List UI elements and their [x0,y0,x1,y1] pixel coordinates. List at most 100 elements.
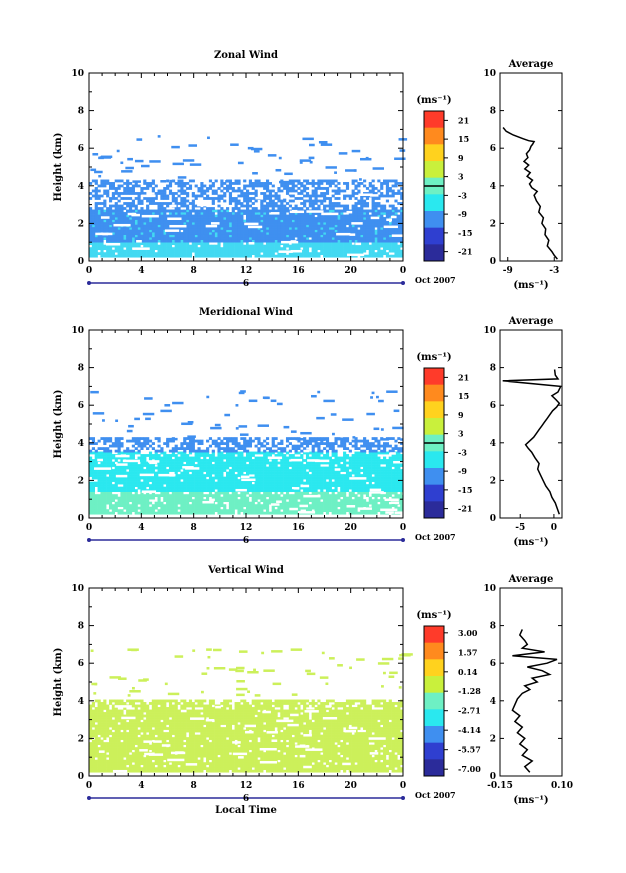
heatmap-cell [305,224,310,228]
heatmap-cell [163,494,167,497]
heatmap-cell [97,252,101,256]
heatmap-cell [323,229,327,233]
heatmap-cell [111,232,115,235]
heatmap-cell [308,212,312,215]
heatmap-cell [351,511,355,515]
heatmap-cell [317,227,321,230]
heatmap-cell [371,209,375,213]
heatmap-cell [114,234,118,238]
heatmap-cell [128,247,133,251]
heatmap-cell [223,219,227,223]
heatmap-cell [303,214,307,218]
heatmap-cell [277,222,281,225]
heatmap-cell [357,237,361,240]
heatmap-cell [171,222,175,225]
heatmap-cell [191,232,195,235]
heatmap-cell [385,194,390,198]
heatmap-cell [365,197,370,200]
heatmap-cell [114,197,118,200]
heatmap-cell [100,179,104,183]
heatmap-cell [126,179,130,183]
heatmap-cell [134,501,138,505]
heatmap-cell [111,214,115,218]
heatmap-cell [291,237,295,240]
heatmap-cell [243,491,247,495]
heatmap-cell [354,234,358,238]
heatmap-cell [140,227,144,230]
heatmap-cell [183,232,187,235]
heatmap-cell [288,217,292,220]
heatmap-cell [234,254,238,258]
heatmap-cell [117,244,121,248]
heatmap-cell [274,239,278,243]
heatmap-cell [186,499,190,503]
heatmap-cell [89,506,93,510]
heatmap-cell [343,229,347,233]
heatmap-cell [120,252,124,256]
heatmap-cell [220,499,224,503]
heatmap-cell [126,187,130,190]
heatmap-cell [157,189,161,193]
heatmap-cell [348,494,352,497]
heatmap-cell [123,491,127,495]
heatmap-cell [154,504,158,508]
heatmap-cell [128,504,133,508]
heatmap-cell [243,187,247,190]
heatmap-cell [186,207,190,210]
heatmap-cell [371,192,375,195]
heatmap-cell [380,254,384,258]
heatmap-cell [252,172,258,175]
heatmap-cell [211,494,215,497]
heatmap-cell [280,214,284,218]
heatmap-cell [89,239,93,243]
heatmap-cell [128,209,133,213]
heatmap-cell [174,214,178,218]
heatmap-cell [385,252,390,256]
heatmap-cell [345,247,350,251]
heatmap-cell [157,232,161,235]
heatmap-cell [166,511,170,515]
heatmap-cell [303,229,307,233]
heatmap-cell [383,182,387,185]
heatmap-cell [400,249,404,253]
heatmap-cell [94,501,98,505]
heatmap-cell [148,182,153,185]
heatmap-cell [128,182,133,185]
heatmap-cell [103,252,107,256]
heatmap-cell [228,227,233,230]
heatmap-cell [131,254,135,258]
heatmap-cell [108,224,113,228]
heatmap-cell [400,182,404,185]
heatmap-cell [357,511,361,515]
heatmap-cell [257,217,261,220]
heatmap-cell [380,207,384,210]
heatmap-cell [280,217,284,220]
heatmap-cell [220,504,224,508]
heatmap-cell [365,204,370,208]
heatmap-cell [117,499,121,503]
heatmap-cell [365,217,370,220]
heatmap-cell [334,504,338,508]
heatmap-cell [237,202,241,205]
heatmap-cell [323,197,327,200]
heatmap-cell [120,179,124,183]
heatmap-cell [365,244,370,248]
heatmap-cell [151,222,155,225]
heatmap-cell [277,229,281,233]
heatmap-cell [397,227,401,230]
heatmap-cell [146,501,150,505]
heatmap-cell [94,496,98,500]
heatmap-cell [368,511,372,515]
heatmap-cell [325,222,330,225]
heatmap-cell [320,232,324,235]
heatmap-cell [94,509,98,513]
heatmap-cell [337,222,341,225]
heatmap-cell [237,161,244,165]
heatmap-cell [337,229,341,233]
heatmap-cell [251,249,255,253]
heatmap-cell [214,179,218,183]
heatmap-cell [371,214,375,218]
heatmap-cell [128,207,133,210]
heatmap-cell [237,219,241,223]
heatmap-cell [374,509,378,513]
